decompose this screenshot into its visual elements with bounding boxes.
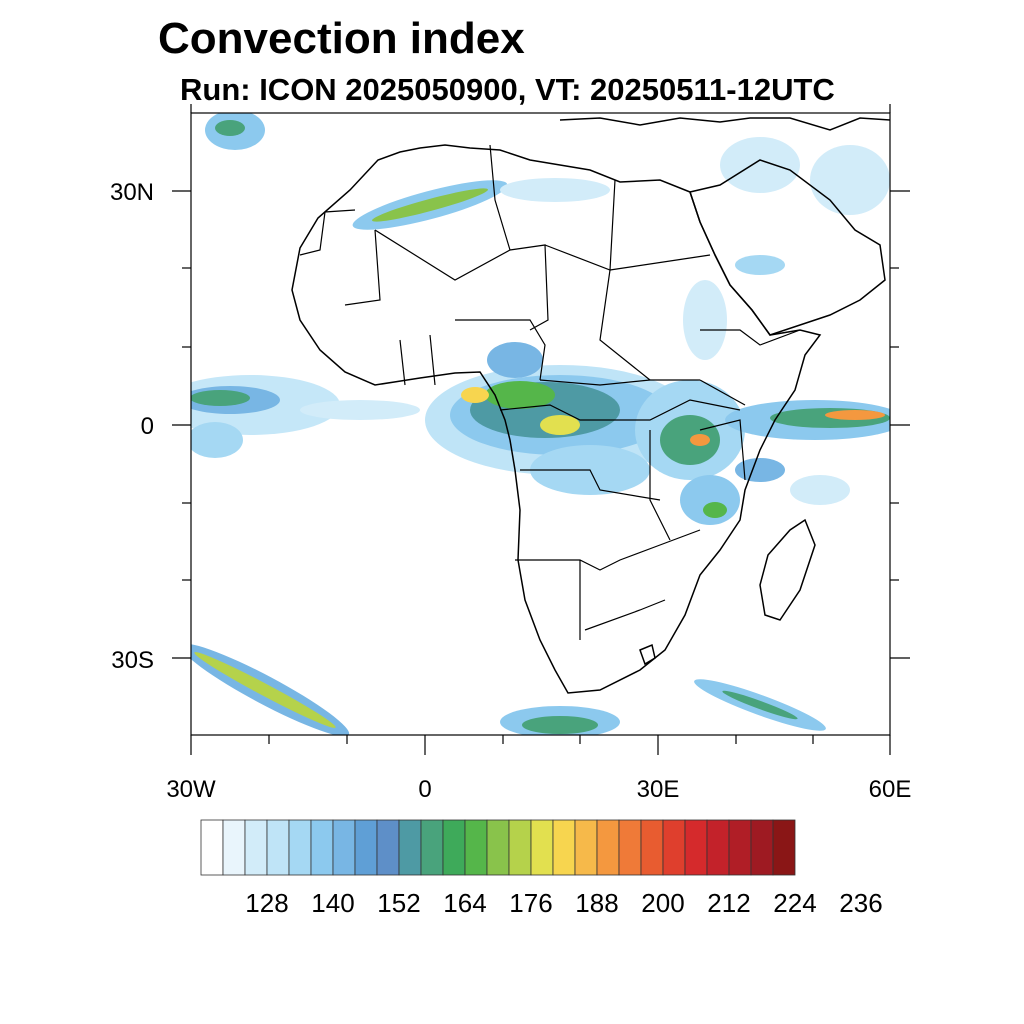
y-tick-label: 30S	[111, 647, 154, 674]
colorbar-swatch	[728, 819, 752, 876]
colorbar	[200, 819, 796, 876]
colorbar-label: 212	[707, 888, 750, 918]
map-subtitle: Run: ICON 2025050900, VT: 20250511-12UTC	[180, 72, 835, 107]
colorbar-label: 200	[641, 888, 684, 918]
colorbar-swatch	[310, 819, 334, 876]
colorbar-swatch	[640, 819, 664, 876]
colorbar-swatch	[772, 819, 796, 876]
colorbar-swatch	[266, 819, 290, 876]
colorbar-swatch	[442, 819, 466, 876]
map-frame	[172, 104, 910, 755]
colorbar-swatch	[486, 819, 510, 876]
colorbar-label: 152	[377, 888, 420, 918]
colorbar-swatch	[200, 819, 224, 876]
colorbar-label: 164	[443, 888, 486, 918]
colorbar-swatch	[552, 819, 576, 876]
colorbar-swatch	[244, 819, 268, 876]
convection-index-shading	[191, 113, 890, 735]
colorbar-swatch	[288, 819, 312, 876]
colorbar-swatch	[376, 819, 400, 876]
colorbar-swatch	[662, 819, 686, 876]
colorbar-swatch	[354, 819, 378, 876]
x-tick-label: 0	[418, 776, 431, 803]
x-tick-label: 30W	[166, 776, 216, 803]
colorbar-swatch	[398, 819, 422, 876]
colorbar-swatch	[530, 819, 554, 876]
colorbar-swatch	[750, 819, 774, 876]
colorbar-label: 128	[245, 888, 288, 918]
colorbar-label: 236	[839, 888, 882, 918]
colorbar-label: 140	[311, 888, 354, 918]
country-borders	[299, 144, 801, 640]
colorbar-swatch	[596, 819, 620, 876]
colorbar-swatch	[222, 819, 246, 876]
map-title: Convection index	[158, 14, 525, 63]
colorbar-swatch	[574, 819, 598, 876]
colorbar-swatch	[332, 819, 356, 876]
y-tick-label: 0	[141, 413, 154, 440]
x-tick-label: 30E	[637, 776, 680, 803]
colorbar-labels: 128 140 152 164 176 188 200 212 224 236	[245, 888, 882, 918]
colorbar-label: 176	[509, 888, 552, 918]
y-tick-label: 30N	[110, 179, 154, 206]
colorbar-swatch	[464, 819, 488, 876]
colorbar-swatch	[618, 819, 642, 876]
colorbar-swatch	[706, 819, 730, 876]
x-tick-label: 60E	[869, 776, 912, 803]
colorbar-label: 188	[575, 888, 618, 918]
colorbar-label: 224	[773, 888, 816, 918]
colorbar-swatch	[508, 819, 532, 876]
colorbar-swatch	[420, 819, 444, 876]
colorbar-swatch	[684, 819, 708, 876]
